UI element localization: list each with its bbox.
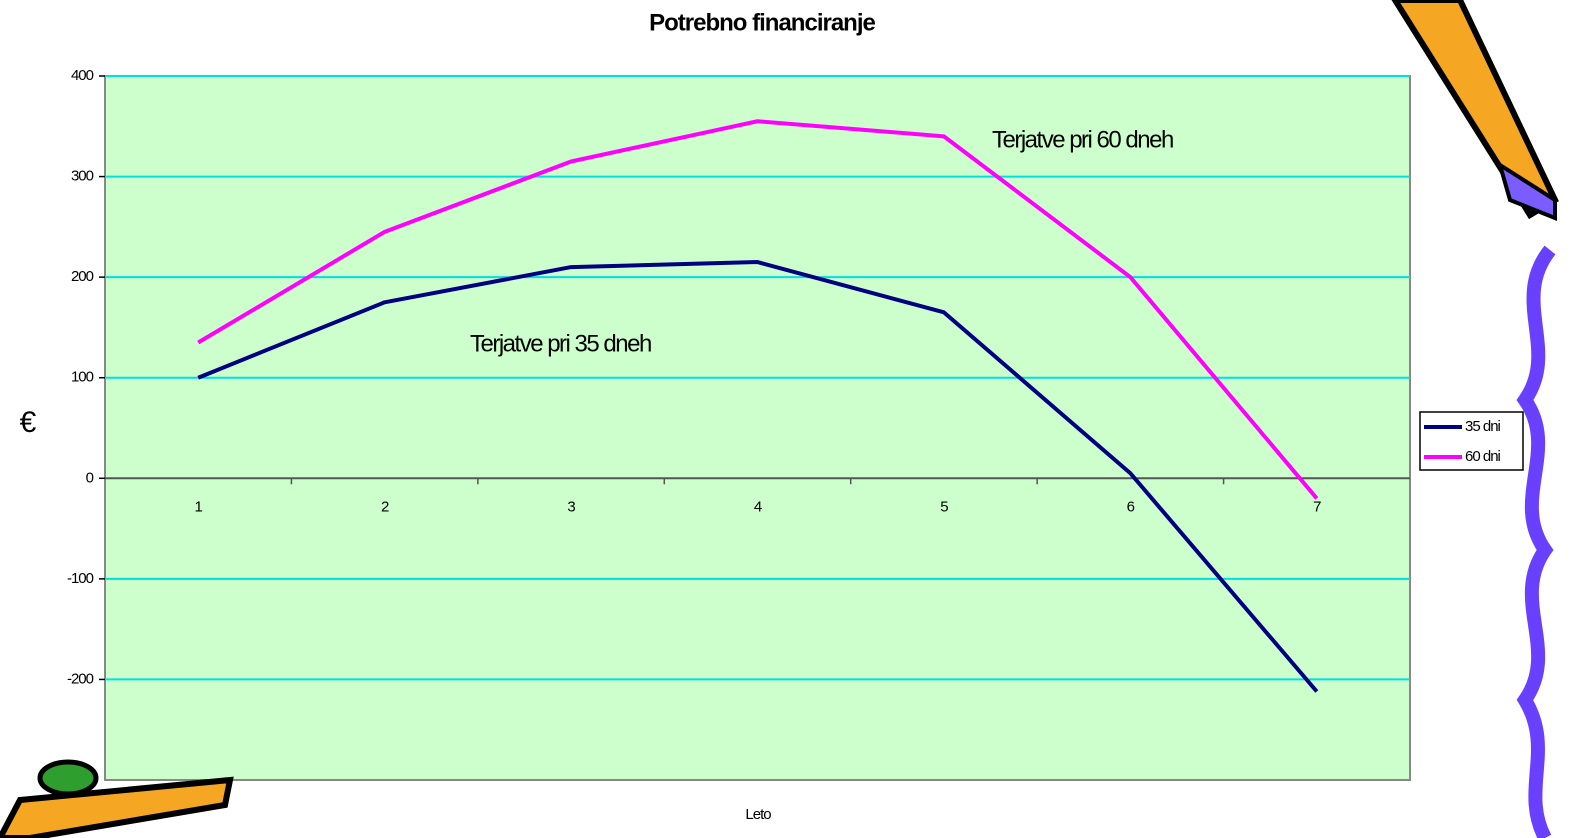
x-tick-label: 4 xyxy=(754,498,762,515)
x-tick-label: 3 xyxy=(567,498,575,515)
page: {"chart_data": {"type": "line", "title":… xyxy=(0,0,1594,838)
annotation: Terjatve pri 60 dneh xyxy=(992,126,1173,153)
y-tick-label: 300 xyxy=(71,168,94,185)
x-tick-label: 6 xyxy=(1127,498,1135,515)
y-tick-label: 100 xyxy=(71,369,94,386)
y-tick-label: -200 xyxy=(67,670,94,687)
x-tick-label: 2 xyxy=(381,498,389,515)
y-tick-label: 0 xyxy=(86,469,94,486)
x-axis-label: Leto xyxy=(745,806,771,823)
chart-title: Potrebno financiranje xyxy=(649,9,875,36)
plot-area xyxy=(105,76,1410,780)
legend-label: 60 dni xyxy=(1465,448,1501,465)
legend-label: 35 dni xyxy=(1465,418,1501,435)
y-tick-label: -100 xyxy=(67,570,94,587)
x-tick-label: 1 xyxy=(195,498,203,515)
y-tick-label: 200 xyxy=(71,268,94,285)
x-tick-label: 5 xyxy=(940,498,948,515)
x-tick-label: 7 xyxy=(1313,498,1321,515)
annotation: Terjatve pri 35 dneh xyxy=(470,330,651,357)
y-tick-label: 400 xyxy=(71,67,94,84)
chart: Potrebno financiranje € Leto Terjatve pr… xyxy=(0,0,1594,838)
y-axis-label: € xyxy=(20,406,37,439)
